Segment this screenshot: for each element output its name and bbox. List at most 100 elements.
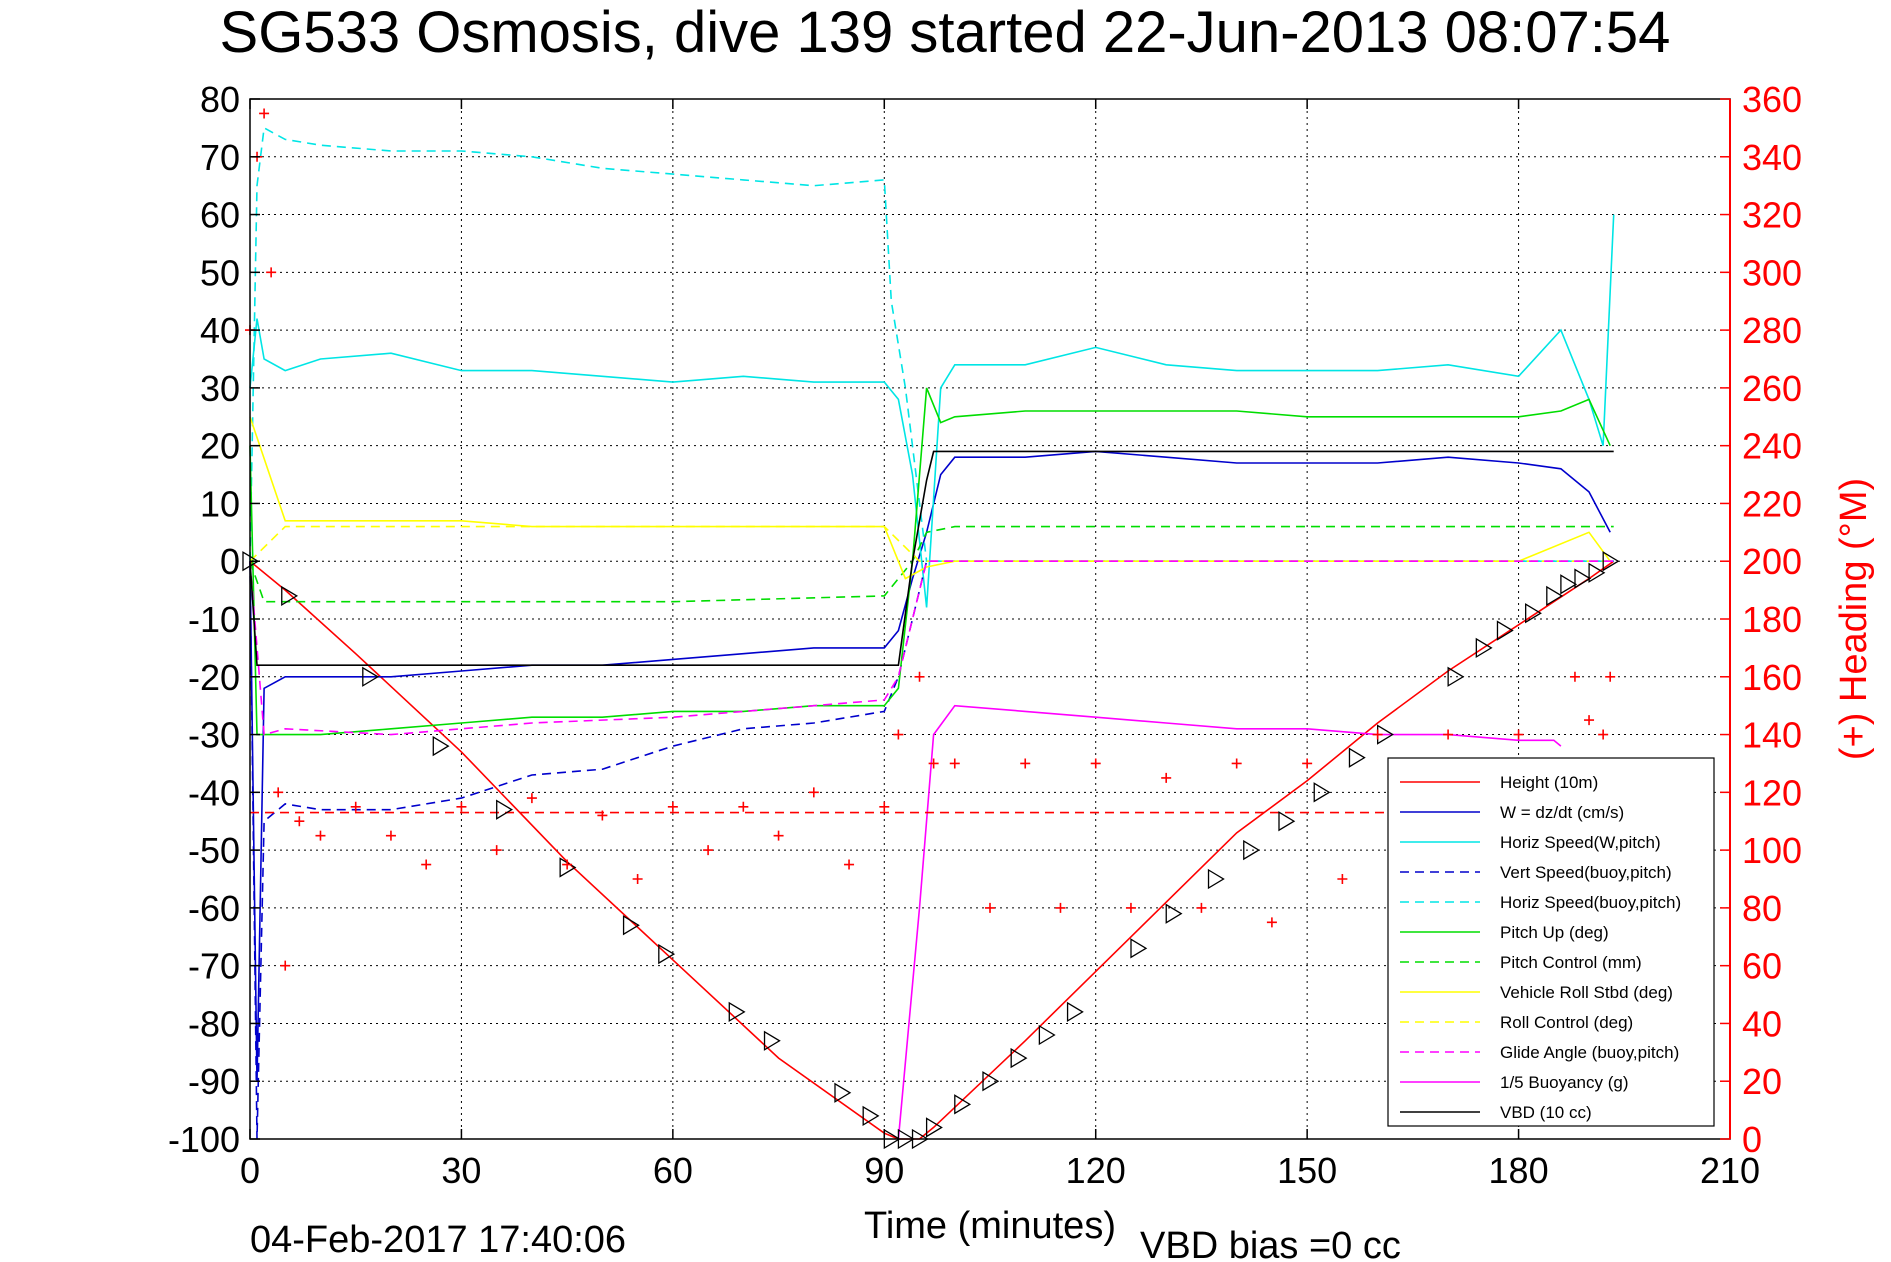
heading-point [273, 787, 284, 798]
y2-axis-ticks: 0 20 40 60 80 100 120 140 160 180 200 220 240 260 280 3… [1720, 79, 1802, 1160]
y2-tick-label: 240 [1742, 426, 1802, 467]
series-line-11 [249, 450, 1614, 667]
height-marker [1348, 747, 1366, 768]
heading-point [1020, 758, 1031, 769]
height-marker [1496, 620, 1514, 641]
legend-label: Glide Angle (buoy,pitch) [1500, 1043, 1679, 1062]
y2-tick-label: 360 [1742, 79, 1802, 120]
series-layer [249, 126, 1615, 1140]
heading-point [773, 830, 784, 841]
x-axis-label: Time (minutes) [864, 1205, 1116, 1247]
legend-label: Horiz Speed(buoy,pitch) [1500, 893, 1681, 912]
height-marker [362, 666, 380, 687]
y2-tick-label: 260 [1742, 368, 1802, 409]
heading-point [280, 960, 291, 971]
legend-label: Roll Control (deg) [1500, 1013, 1633, 1032]
height-marker [862, 1105, 880, 1127]
height-marker [1546, 585, 1564, 607]
heading-point [1231, 758, 1242, 769]
legend-label: 1/5 Buoyancy (g) [1500, 1073, 1629, 1092]
height-marker [1066, 1001, 1084, 1023]
heading-point [294, 816, 305, 827]
y-tick-label: -40 [188, 772, 240, 813]
heading-point [350, 801, 361, 812]
heading-point [421, 859, 432, 870]
heading-point [928, 758, 939, 769]
legend-label: Horiz Speed(W,pitch) [1500, 833, 1661, 852]
y2-tick-label: 0 [1742, 1119, 1762, 1160]
height-marker [1130, 938, 1148, 959]
height-marker [763, 1030, 781, 1051]
heading-point [738, 801, 749, 812]
heading-point [1337, 874, 1348, 884]
y-tick-label: 10 [200, 483, 240, 524]
heading-point [703, 845, 714, 856]
heading-point [632, 874, 643, 884]
heading-point [1443, 729, 1454, 740]
x-tick-label: 90 [864, 1150, 904, 1191]
heading-point [1605, 671, 1616, 682]
y2-axis-label: (+) Heading (°M) [1833, 478, 1875, 760]
height-marker [658, 943, 676, 965]
series-line-2 [249, 214, 1615, 608]
height-marker [1574, 568, 1592, 589]
y-tick-label: 60 [200, 195, 240, 236]
height-marker [925, 1117, 943, 1138]
y2-tick-label: 100 [1742, 830, 1802, 871]
heading-point [315, 830, 326, 841]
y2-tick-label: 220 [1742, 483, 1802, 524]
y2-tick-label: 340 [1742, 137, 1802, 178]
y2-tick-label: 60 [1742, 946, 1782, 987]
heading-point [456, 801, 467, 812]
height-marker [1447, 666, 1465, 687]
x-tick-label: 180 [1489, 1150, 1549, 1191]
y-tick-label: 30 [200, 368, 240, 409]
y2-tick-label: 80 [1742, 888, 1782, 929]
y-tick-label: -70 [188, 946, 240, 987]
heading-point [667, 801, 678, 812]
y-tick-label: -20 [188, 657, 240, 698]
heading-point [1266, 917, 1277, 928]
y-tick-label: 80 [200, 79, 240, 120]
height-marker [1313, 782, 1331, 803]
y-tick-label: -90 [188, 1061, 240, 1102]
x-tick-label: 0 [240, 1150, 260, 1191]
legend-label: W = dz/dt (cm/s) [1500, 803, 1624, 822]
y2-tick-label: 180 [1742, 599, 1802, 640]
height-marker [1588, 562, 1606, 583]
y-tick-label: -80 [188, 1003, 240, 1044]
heading-point [1161, 772, 1172, 783]
series-line-10 [897, 704, 1562, 1140]
y2-tick-label: 120 [1742, 772, 1802, 813]
heading-point [1513, 729, 1524, 740]
height-marker [1525, 603, 1542, 624]
heading-point [893, 729, 904, 740]
y-tick-label: -100 [168, 1119, 240, 1160]
legend-box [1387, 757, 1715, 1127]
heading-point [808, 787, 819, 798]
y-tick-label: 20 [200, 426, 240, 467]
height-marker [834, 1082, 852, 1103]
x-tick-label: 210 [1700, 1150, 1760, 1191]
y2-tick-label: 300 [1742, 252, 1802, 293]
height-marker [281, 585, 299, 607]
heading-point [1090, 758, 1101, 769]
legend: Height (10m) W = dz/dt (cm/s) Horiz Speed(… [1387, 757, 1715, 1127]
footer-timestamp: 04-Feb-2017 17:40:06 [250, 1219, 626, 1261]
x-tick-label: 120 [1066, 1150, 1126, 1191]
legend-label: Vert Speed(buoy,pitch) [1500, 863, 1672, 882]
height-marker [1038, 1024, 1056, 1046]
legend-label: Vehicle Roll Stbd (deg) [1500, 983, 1673, 1002]
legend-label: VBD (10 cc) [1500, 1103, 1592, 1122]
y-tick-label: -60 [188, 888, 240, 929]
series-line-7 [249, 416, 1611, 580]
y2-tick-label: 140 [1742, 715, 1802, 756]
series-line-9 [249, 560, 1614, 736]
y-tick-label: 70 [200, 137, 240, 178]
height-marker [1278, 811, 1296, 832]
heading-point [385, 830, 396, 841]
x-tick-label: 30 [441, 1150, 481, 1191]
x-tick-label: 150 [1277, 1150, 1337, 1191]
x-axis-ticks: 0 30 60 90 120 150 180 210 [240, 99, 1760, 1191]
height-marker [496, 799, 513, 820]
